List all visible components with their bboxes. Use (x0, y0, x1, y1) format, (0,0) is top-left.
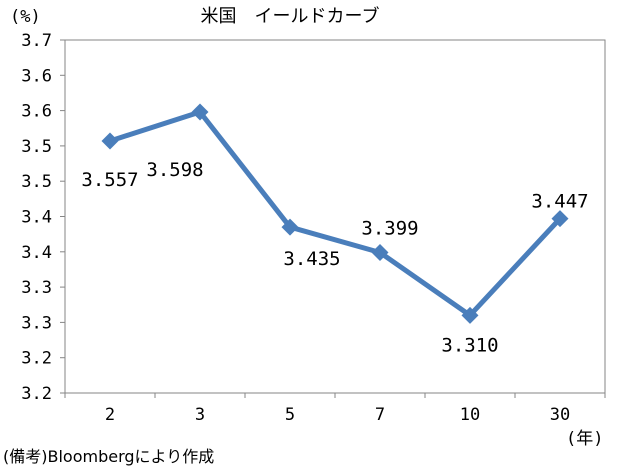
source-note: (備考)Bloombergにより作成 (3, 447, 214, 466)
x-tick-label: 3 (195, 405, 205, 425)
x-tick-label: 2 (105, 405, 115, 425)
y-tick-label: 3.7 (21, 31, 52, 51)
y-tick-label: 3.4 (21, 208, 52, 228)
data-point-marker (551, 210, 569, 228)
data-point-marker (371, 244, 389, 261)
x-axis-unit-label: (年) (566, 429, 603, 449)
data-label: 3.557 (81, 169, 138, 191)
x-tick-label: 30 (550, 405, 570, 425)
data-label: 3.435 (283, 248, 340, 270)
y-tick-label: 3.5 (21, 172, 52, 192)
plot-area-border (64, 39, 606, 394)
x-tick-label: 7 (375, 405, 385, 425)
y-tick-label: 3.3 (21, 278, 52, 298)
data-labels: 3.557 3.598 3.435 3.399 3.310 3.447 (81, 159, 588, 356)
series-line (107, 109, 563, 318)
y-tick-label: 3.2 (21, 384, 52, 404)
data-point-marker (461, 306, 479, 324)
y-axis-unit-label: (%) (10, 7, 41, 27)
data-point-marker (281, 218, 299, 236)
data-label: 3.310 (441, 334, 498, 356)
x-tick-label: 5 (285, 405, 295, 425)
y-tick-label: 3.2 (21, 349, 52, 369)
data-point-marker (101, 132, 119, 150)
series-markers (101, 103, 569, 324)
chart-title: 米国 イールドカーブ (201, 5, 380, 27)
data-label: 3.598 (146, 159, 203, 181)
y-tick-label: 3.5 (21, 137, 52, 157)
data-point-marker (191, 103, 209, 121)
data-label: 3.447 (531, 191, 588, 213)
data-label: 3.399 (361, 218, 418, 240)
x-tick-label: 10 (460, 405, 480, 425)
x-axis-ticks: 2 3 5 7 10 30 (64, 393, 606, 425)
y-tick-label: 3.6 (21, 102, 52, 122)
y-tick-label: 3.4 (21, 243, 52, 263)
y-axis-ticks: 3.7 3.6 3.6 3.5 3.5 3.4 3.4 3.3 3.3 3.2 3.2 (21, 31, 65, 404)
y-tick-label: 3.6 (21, 66, 52, 86)
y-tick-label: 3.3 (21, 313, 52, 333)
